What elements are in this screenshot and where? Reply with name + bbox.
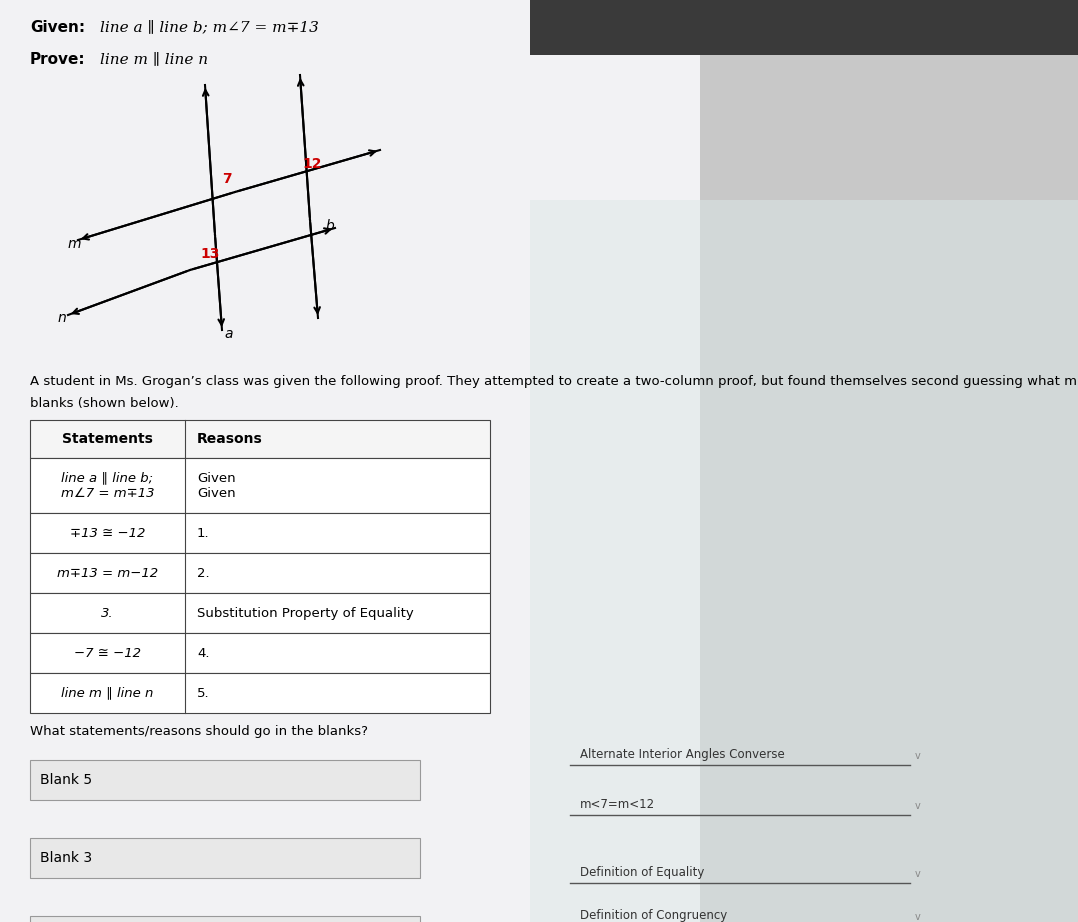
Bar: [30, 458, 490, 513]
Text: −7 ≅ −12: −7 ≅ −12: [74, 646, 141, 659]
Text: line m ∥ line n: line m ∥ line n: [100, 52, 208, 66]
Text: Prove:: Prove:: [30, 52, 85, 67]
Text: Statements: Statements: [63, 432, 153, 446]
Text: v: v: [915, 801, 921, 811]
Bar: [30, 633, 490, 673]
Text: 3.: 3.: [101, 607, 114, 620]
Bar: [30, 553, 490, 593]
Text: n: n: [58, 311, 67, 325]
Text: Definition of Equality: Definition of Equality: [580, 866, 704, 879]
Text: Given
Given: Given Given: [197, 471, 236, 500]
Text: m: m: [68, 237, 82, 251]
Text: Given:: Given:: [30, 20, 85, 35]
Bar: [530, 200, 1078, 922]
Text: Definition of Congruency: Definition of Congruency: [580, 909, 728, 922]
Text: 2.: 2.: [197, 566, 209, 580]
Text: What statements/reasons should go in the blanks?: What statements/reasons should go in the…: [30, 725, 368, 738]
Text: 12: 12: [302, 157, 321, 171]
Text: Reasons: Reasons: [197, 432, 263, 446]
Text: 13: 13: [201, 247, 220, 261]
Text: m<7=m<12: m<7=m<12: [580, 798, 655, 811]
Text: ∓13 ≅ −12: ∓13 ≅ −12: [70, 526, 146, 539]
Text: v: v: [915, 751, 921, 761]
Text: line a ∥ line b; m∠7 = m∓13: line a ∥ line b; m∠7 = m∓13: [100, 20, 319, 34]
Text: blanks (shown below).: blanks (shown below).: [30, 397, 179, 410]
Bar: [30, 838, 420, 878]
Text: v: v: [915, 912, 921, 922]
Text: Alternate Interior Angles Converse: Alternate Interior Angles Converse: [580, 748, 785, 761]
Text: Blank 5: Blank 5: [40, 773, 92, 787]
Bar: [30, 916, 420, 922]
Text: a: a: [224, 327, 233, 341]
Text: 1.: 1.: [197, 526, 209, 539]
Bar: [30, 760, 420, 800]
Bar: [30, 673, 490, 713]
Text: Blank 3: Blank 3: [40, 851, 92, 865]
Text: Substitution Property of Equality: Substitution Property of Equality: [197, 607, 414, 620]
Text: line m ∥ line n: line m ∥ line n: [61, 687, 154, 700]
Bar: [30, 513, 490, 553]
Text: line a ∥ line b;
m∠7 = m∓13: line a ∥ line b; m∠7 = m∓13: [60, 471, 154, 500]
Bar: [0, 0, 700, 922]
Bar: [30, 420, 490, 458]
Text: v: v: [915, 869, 921, 879]
Text: 5.: 5.: [197, 687, 209, 700]
Bar: [30, 593, 490, 633]
Text: A student in Ms. Grogan’s class was given the following proof. They attempted to: A student in Ms. Grogan’s class was give…: [30, 375, 1078, 388]
Text: m∓13 = m−12: m∓13 = m−12: [57, 566, 158, 580]
Text: 7: 7: [222, 172, 232, 186]
Text: 4.: 4.: [197, 646, 209, 659]
Bar: [530, 0, 1078, 55]
Text: b: b: [324, 219, 334, 233]
